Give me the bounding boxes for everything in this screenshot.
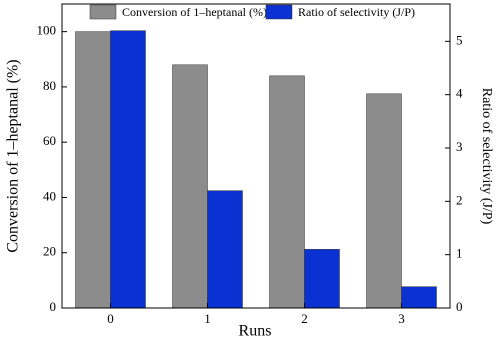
x-tick-label: 3: [398, 311, 405, 326]
x-tick-label: 0: [107, 311, 114, 326]
y-tick-label: 20: [43, 244, 56, 259]
plot-frame: [61, 3, 451, 309]
y-tick-label: 80: [43, 78, 56, 93]
x-tick-label: 2: [301, 311, 308, 326]
y-tick-label: 40: [43, 188, 56, 203]
legend-swatch: [89, 4, 117, 20]
y2-axis-label: Ratio of selectivity (J/P): [479, 88, 494, 225]
bar: [110, 30, 146, 309]
bar: [366, 93, 402, 309]
y-axis-label: Conversion of 1–heptanal (%): [5, 59, 22, 252]
legend-swatch: [265, 4, 293, 20]
bar: [304, 249, 340, 309]
y2-tick-label: 1: [456, 246, 463, 261]
bar: [269, 75, 305, 309]
bar: [172, 64, 208, 309]
y-tick-label: 0: [50, 299, 57, 314]
y2-tick-label: 4: [456, 86, 463, 101]
y2-tick-label: 3: [456, 139, 463, 154]
bar: [207, 190, 243, 309]
y2-tick-label: 2: [456, 192, 463, 207]
x-axis-label: Runs: [239, 323, 272, 340]
legend-label: Ratio of selectivity (J/P): [298, 5, 415, 19]
legend-label: Conversion of 1–heptanal (%): [122, 5, 267, 19]
y-tick-label: 60: [43, 133, 56, 148]
x-tick-label: 1: [204, 311, 211, 326]
bar: [75, 31, 111, 309]
y2-tick-label: 0: [456, 299, 463, 314]
bar: [401, 286, 437, 309]
y-tick-label: 100: [37, 23, 57, 38]
y2-tick-label: 5: [456, 32, 463, 47]
